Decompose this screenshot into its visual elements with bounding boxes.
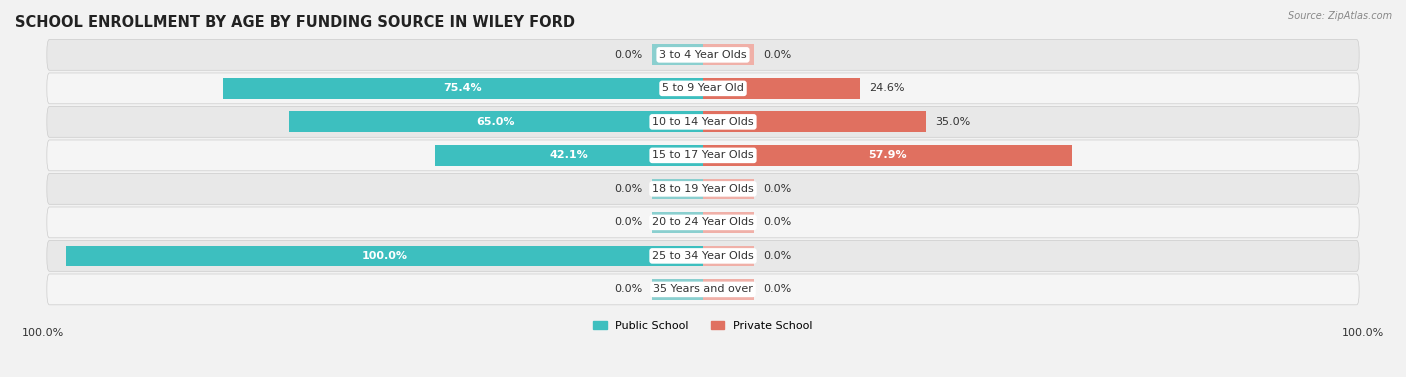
FancyBboxPatch shape [46, 106, 1360, 137]
Bar [703, 44, 754, 65]
Text: 24.6%: 24.6% [869, 83, 905, 93]
Bar [703, 178, 754, 199]
Text: 0.0%: 0.0% [763, 50, 792, 60]
FancyBboxPatch shape [46, 207, 1360, 238]
Text: 0.0%: 0.0% [763, 184, 792, 194]
Text: 65.0%: 65.0% [477, 117, 515, 127]
Text: 0.0%: 0.0% [614, 50, 643, 60]
FancyBboxPatch shape [46, 241, 1360, 271]
Text: 25 to 34 Year Olds: 25 to 34 Year Olds [652, 251, 754, 261]
Text: 100.0%: 100.0% [1341, 328, 1384, 337]
Bar [652, 212, 703, 233]
Bar [652, 279, 703, 300]
Bar [222, 78, 703, 99]
Text: 100.0%: 100.0% [361, 251, 408, 261]
Text: 10 to 14 Year Olds: 10 to 14 Year Olds [652, 117, 754, 127]
Legend: Public School, Private School: Public School, Private School [589, 316, 817, 336]
Text: 20 to 24 Year Olds: 20 to 24 Year Olds [652, 218, 754, 227]
Bar [703, 212, 754, 233]
Text: 42.1%: 42.1% [550, 150, 588, 160]
Bar [703, 78, 859, 99]
Text: 57.9%: 57.9% [868, 150, 907, 160]
Text: 0.0%: 0.0% [614, 184, 643, 194]
FancyBboxPatch shape [46, 40, 1360, 70]
FancyBboxPatch shape [46, 274, 1360, 305]
Text: 100.0%: 100.0% [22, 328, 65, 337]
Bar [703, 245, 754, 266]
Bar [652, 44, 703, 65]
FancyBboxPatch shape [46, 73, 1360, 104]
Text: 3 to 4 Year Olds: 3 to 4 Year Olds [659, 50, 747, 60]
Text: SCHOOL ENROLLMENT BY AGE BY FUNDING SOURCE IN WILEY FORD: SCHOOL ENROLLMENT BY AGE BY FUNDING SOUR… [15, 15, 575, 30]
Bar [703, 279, 754, 300]
Bar [288, 112, 703, 132]
Text: 18 to 19 Year Olds: 18 to 19 Year Olds [652, 184, 754, 194]
Text: 75.4%: 75.4% [443, 83, 482, 93]
Text: 0.0%: 0.0% [763, 251, 792, 261]
Text: 5 to 9 Year Old: 5 to 9 Year Old [662, 83, 744, 93]
Text: 0.0%: 0.0% [614, 218, 643, 227]
Bar [703, 112, 927, 132]
Bar [434, 145, 703, 166]
Text: 0.0%: 0.0% [763, 218, 792, 227]
Text: Source: ZipAtlas.com: Source: ZipAtlas.com [1288, 11, 1392, 21]
Text: 0.0%: 0.0% [763, 284, 792, 294]
FancyBboxPatch shape [46, 140, 1360, 171]
Bar [703, 145, 1071, 166]
FancyBboxPatch shape [46, 173, 1360, 204]
Text: 15 to 17 Year Olds: 15 to 17 Year Olds [652, 150, 754, 160]
Text: 0.0%: 0.0% [614, 284, 643, 294]
Bar [652, 178, 703, 199]
Text: 35.0%: 35.0% [935, 117, 970, 127]
Bar [66, 245, 703, 266]
Text: 35 Years and over: 35 Years and over [652, 284, 754, 294]
